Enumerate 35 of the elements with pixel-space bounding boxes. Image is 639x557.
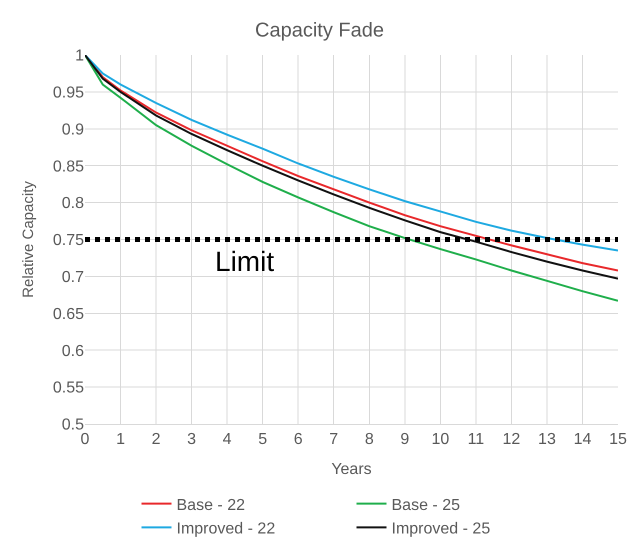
y-tick-label: 0.6 (62, 342, 84, 360)
x-tick-label: 2 (152, 431, 161, 448)
x-tick-label: 7 (329, 431, 338, 448)
x-tick-label: 1 (116, 431, 126, 448)
x-tick-label: 9 (400, 431, 410, 448)
y-tick-label: 0.85 (52, 158, 84, 176)
x-tick-label: 15 (609, 431, 627, 448)
legend-label: Improved - 25 (392, 520, 490, 538)
y-tick-label: 0.55 (52, 380, 84, 397)
x-tick-label: 3 (187, 431, 196, 448)
x-tick-label: 8 (364, 431, 374, 448)
x-tick-label: 6 (294, 431, 303, 448)
legend-label: Improved - 22 (176, 520, 276, 538)
y-tick-label: 1 (75, 48, 84, 65)
y-tick-label: 0.7 (62, 269, 84, 286)
x-tick-label: 0 (80, 431, 90, 448)
x-tick-label: 14 (574, 431, 592, 448)
legend-label: Base - 22 (176, 496, 246, 514)
y-tick-label: 0.8 (62, 195, 84, 212)
y-tick-label: 0.95 (52, 84, 84, 102)
legend-label: Base - 25 (392, 496, 460, 514)
y-tick-label: 0.65 (52, 306, 84, 323)
y-tick-label: 0.5 (62, 416, 84, 434)
x-axis-title: Years (331, 460, 372, 478)
x-tick-label: 13 (538, 431, 556, 448)
y-tick-label: 0.9 (62, 121, 84, 138)
x-tick-label: 12 (502, 431, 520, 448)
y-axis-title: Relative Capacity (20, 180, 38, 298)
y-tick-label: 0.75 (52, 232, 84, 250)
x-tick-label: 5 (258, 431, 268, 448)
ref-line-label: Limit (215, 246, 274, 277)
x-tick-label: 4 (222, 431, 232, 448)
x-tick-label: 10 (431, 431, 450, 448)
x-tick-label: 11 (468, 431, 484, 448)
chart-title: Capacity Fade (255, 19, 384, 42)
